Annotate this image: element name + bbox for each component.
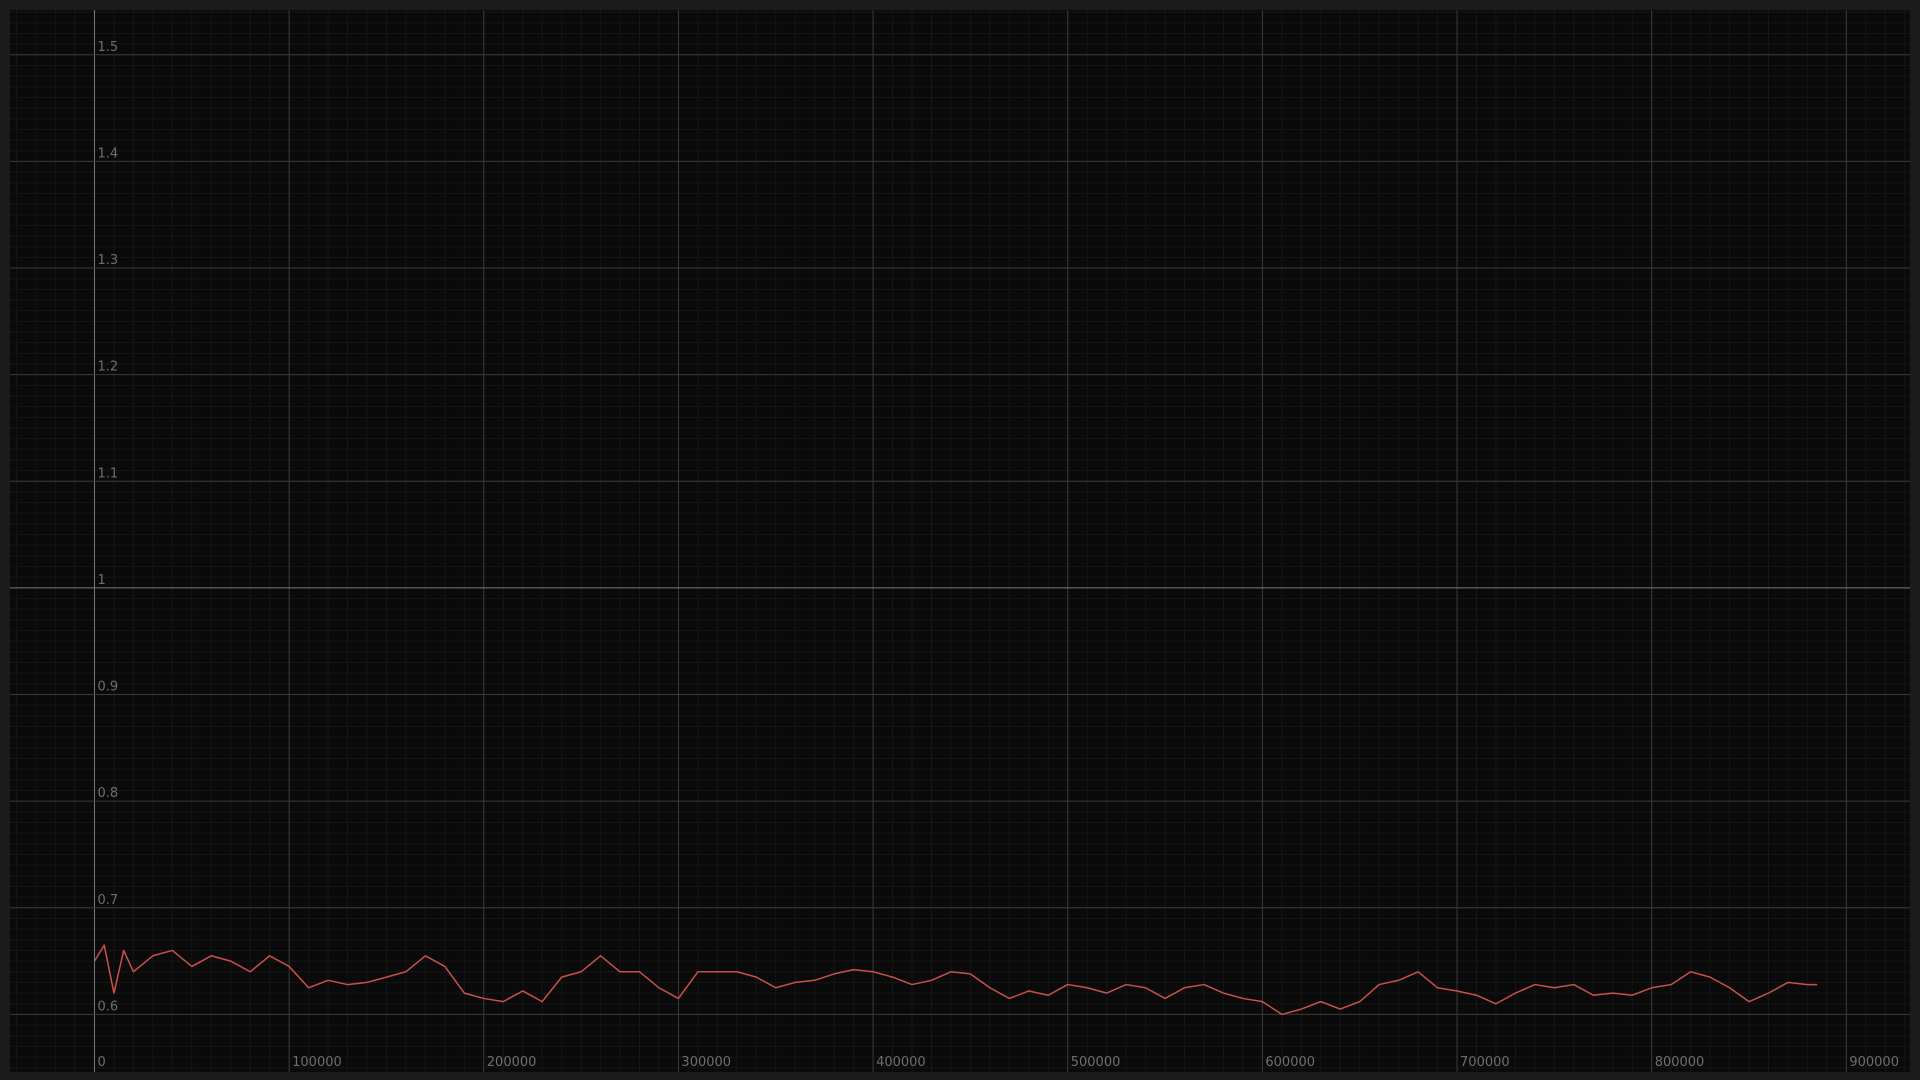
x-tick-label: 200000 [487,1055,537,1070]
y-tick-label: 0.7 [97,893,118,908]
y-tick-label: 1.2 [97,360,118,375]
plot-area [10,10,1910,1072]
x-tick-label: 400000 [876,1055,926,1070]
y-tick-label: 1.1 [97,466,118,481]
y-tick-label: 1.5 [97,40,118,55]
x-tick-label: 800000 [1655,1055,1705,1070]
series-line [93,944,1818,1016]
y-tick-label: 1.4 [97,146,118,161]
marks [93,944,1818,1016]
x-tick-label: 900000 [1849,1055,1899,1070]
x-tick-label: 500000 [1071,1055,1121,1070]
x-tick-label: 0 [97,1055,105,1070]
x-tick-label: 700000 [1460,1055,1510,1070]
x-tick-label: 100000 [292,1055,342,1070]
x-tick-label: 600000 [1265,1055,1315,1070]
major-grid [10,10,1910,1072]
x-tick-label: 300000 [681,1055,731,1070]
y-tick-label: 0.8 [97,786,118,801]
y-tick-label: 1.3 [97,253,118,268]
y-tick-label: 1 [97,573,105,588]
y-tick-label: 0.9 [97,680,118,695]
labels: 0 100000 200000 300000 400000 500000 600000 700… [97,40,1899,1070]
y-tick-label: 0.6 [97,999,118,1014]
